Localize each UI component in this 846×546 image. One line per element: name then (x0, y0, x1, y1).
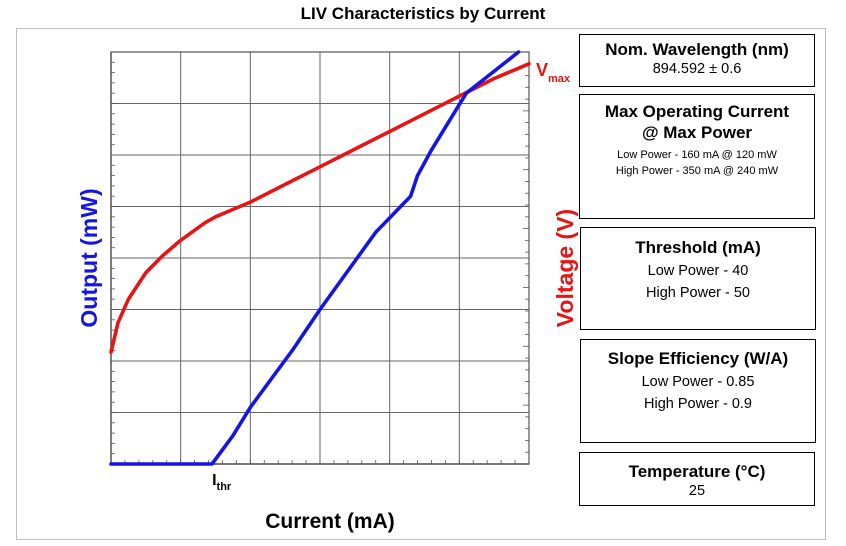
ithr-annotation: Ithr (212, 472, 232, 493)
wavelength-title: Nom. Wavelength (nm) (605, 40, 789, 59)
figure-frame (16, 28, 826, 540)
chart-title: LIV Characteristics by Current (300, 4, 546, 23)
y-axis-label-left: Output (mW) (76, 188, 102, 327)
threshold-box: Threshold (mA) Low Power - 40 High Power… (580, 227, 816, 330)
vmax-annotation: Vmax (536, 60, 571, 85)
max-operating-box: Max Operating Current @ Max Power Low Po… (579, 94, 815, 219)
slope-efficiency-box: Slope Efficiency (W/A) Low Power - 0.85 … (580, 339, 816, 443)
max-operating-title-2: @ Max Power (641, 123, 753, 142)
threshold-high: High Power - 50 (646, 285, 750, 301)
slope-high: High Power - 0.9 (644, 396, 752, 412)
voltage-line (109, 62, 531, 354)
max-operating-high: High Power - 350 mA @ 240 mW (615, 165, 779, 177)
threshold-low: Low Power - 40 (647, 263, 749, 279)
temperature-title: Temperature (°C) (628, 462, 766, 481)
output-power-line (109, 50, 521, 466)
wavelength-box: Nom. Wavelength (nm) 894.592 ± 0.6 (579, 34, 815, 87)
y-axis-label-right: Voltage (V) (552, 209, 578, 327)
temperature-box: Temperature (°C) 25 (579, 452, 815, 506)
slope-low: Low Power - 0.85 (641, 374, 755, 390)
tick-marks (110, 51, 530, 465)
threshold-title: Threshold (mA) (635, 238, 761, 257)
temperature-value: 25 (688, 483, 706, 499)
slope-title: Slope Efficiency (W/A) (607, 349, 789, 368)
wavelength-value: 894.592 ± 0.6 (652, 61, 742, 77)
x-axis-label: Current (mA) (265, 510, 395, 533)
max-operating-low: Low Power - 160 mA @ 120 mW (617, 149, 777, 161)
max-operating-title-1: Max Operating Current (604, 102, 790, 121)
